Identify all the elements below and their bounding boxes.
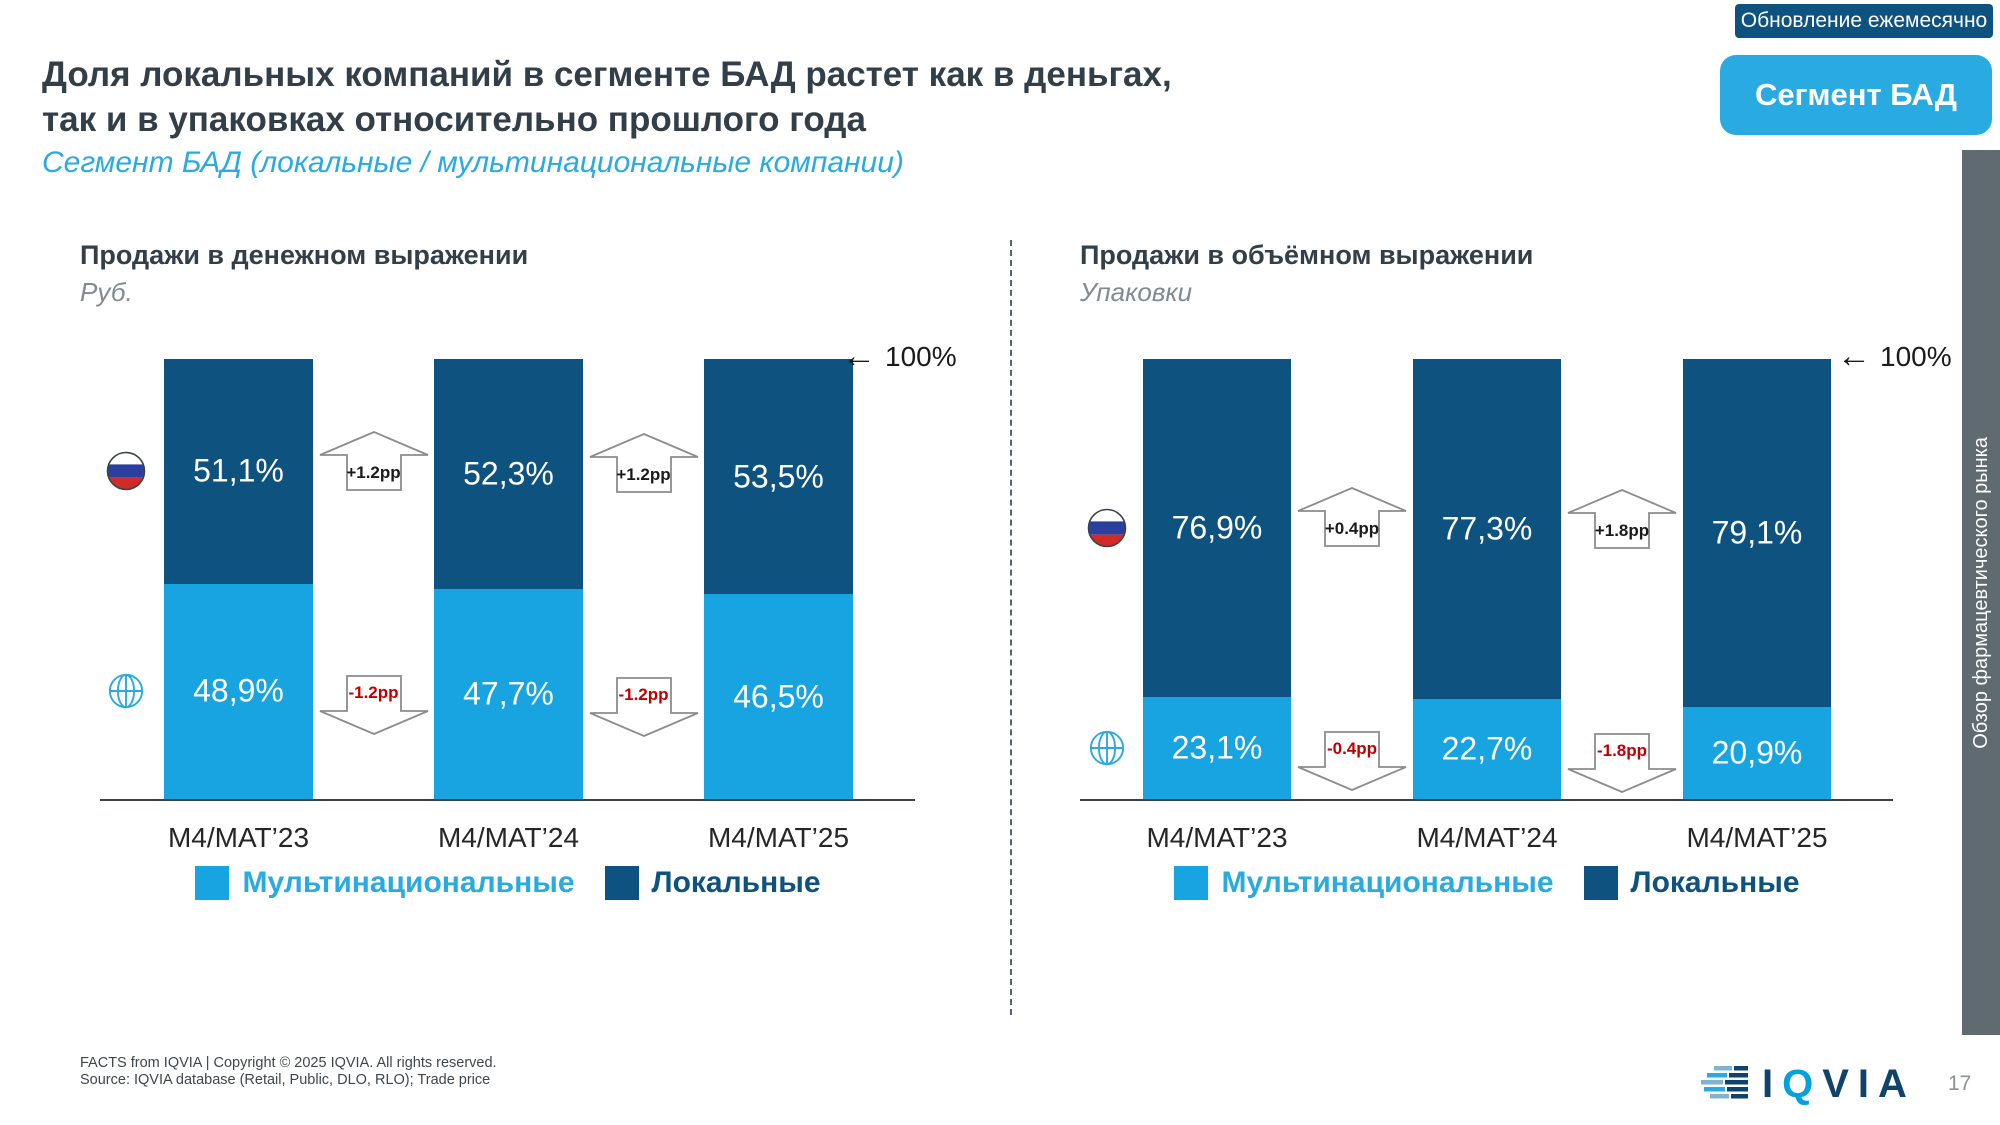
money-chart-header: Продажи в денежном выражении Руб.: [80, 240, 880, 308]
money-chart-unit: Руб.: [80, 277, 133, 307]
legend-label-multinational: Мультинациональные: [1221, 866, 1554, 899]
change-arrow-up: +1.2pp: [319, 430, 429, 491]
bar-segment-local: [1413, 359, 1561, 700]
change-value-multinational: -1.2pp: [348, 682, 399, 702]
bar-value-label-multinational: 23,1%: [1171, 729, 1263, 766]
volume-chart-legend: Мультинациональные Локальные: [1137, 866, 1837, 900]
legend-swatch-multinational-icon: [1174, 866, 1209, 900]
bar-value-label-local: 77,3%: [1441, 510, 1533, 547]
bar-segment-multinational: [1683, 707, 1831, 799]
hundred-percent-label: 100%: [1880, 341, 1952, 372]
bar-value-label-multinational: 48,9%: [193, 672, 284, 709]
charts-divider: [1010, 240, 1012, 1015]
segment-bad-button[interactable]: Сегмент БАД: [1720, 55, 1992, 135]
bar-segment-multinational: [164, 583, 313, 799]
legend-item-local: Локальные: [1583, 866, 1800, 900]
bar-segment-multinational: [1413, 699, 1561, 799]
x-axis-label: M4/MAT’23: [167, 822, 310, 853]
x-axis-line: [100, 799, 915, 801]
x-axis-label: M4/MAT’24: [437, 822, 580, 853]
page-title: Доля локальных компаний в сегменте БАД р…: [42, 52, 1172, 142]
legend-swatch-multinational-icon: [195, 866, 230, 900]
left-arrow-icon: ←: [842, 336, 876, 375]
x-axis-line: [1080, 799, 1893, 801]
iqvia-logo-text: IQVIA: [1762, 1062, 1916, 1106]
change-arrow-up: +1.2pp: [589, 433, 699, 494]
bar-segment-local: [704, 359, 853, 595]
change-arrow-up: +0.4pp: [1297, 486, 1407, 547]
bar-value-label-local: 79,1%: [1711, 514, 1803, 551]
russia-flag-icon: [1087, 508, 1127, 548]
page-title-line1: Доля локальных компаний в сегменте БАД р…: [42, 55, 1172, 94]
change-arrow-down: -1.2pp: [589, 677, 699, 738]
globe-icon: [1088, 729, 1126, 767]
change-arrow-down: -1.2pp: [319, 674, 429, 735]
side-tab-label: Обзор фармацевтического рынка: [1969, 436, 1992, 749]
change-value-local: +0.4pp: [1324, 518, 1380, 538]
page-subtitle: Сегмент БАД (локальные / мультинациональ…: [42, 146, 904, 179]
bar-value-label-local: 52,3%: [463, 455, 554, 492]
russia-flag-icon: [106, 451, 146, 491]
money-chart-title: Продажи в денежном выражении: [80, 240, 529, 270]
side-tab-market-overview[interactable]: Обзор фармацевтического рынка: [1962, 150, 2000, 1035]
legend-label-multinational: Мультинациональные: [242, 866, 575, 899]
bar-segment-local: [164, 359, 313, 584]
bar-value-label-local: 53,5%: [733, 458, 824, 495]
volume-chart-header: Продажи в объёмном выражении Упаковки: [1080, 240, 1880, 308]
update-frequency-badge: Обновление ежемесячно: [1735, 4, 1993, 38]
change-arrow-down: -1.8pp: [1567, 733, 1677, 794]
bar-value-label-multinational: 22,7%: [1441, 730, 1533, 767]
bar-value-label-local: 76,9%: [1171, 509, 1263, 546]
bar-segment-local: [1143, 359, 1291, 698]
hundred-percent-marker: ← 100%: [842, 336, 957, 375]
volume-chart-title: Продажи в объёмном выражении: [1080, 240, 1534, 270]
page-title-line2: так и в упаковках относительно прошлого …: [42, 100, 866, 139]
bar-value-label-local: 51,1%: [193, 452, 284, 489]
money-chart-legend: Мультинациональные Локальные: [158, 866, 858, 900]
change-value-multinational: -1.8pp: [1596, 741, 1648, 761]
volume-chart-unit: Упаковки: [1080, 277, 1193, 307]
x-axis-label: M4/MAT’24: [1416, 822, 1558, 853]
x-axis-label: M4/MAT’25: [1686, 822, 1828, 853]
hundred-percent-label: 100%: [885, 341, 957, 372]
bar-segment-local: [1683, 359, 1831, 708]
legend-item-multinational: Мультинациональные: [195, 866, 575, 900]
page-number: 17: [1948, 1072, 1972, 1095]
hundred-percent-marker: ← 100%: [1837, 336, 1952, 375]
legend-item-local: Локальные: [604, 866, 821, 900]
bar-segment-multinational: [434, 589, 583, 799]
bar-segment-multinational: [1143, 697, 1291, 799]
change-value-local: +1.2pp: [346, 462, 401, 482]
legend-swatch-local-icon: [604, 866, 639, 900]
legend-item-multinational: Мультинациональные: [1174, 866, 1554, 900]
bar-value-label-multinational: 46,5%: [733, 678, 824, 715]
iqvia-logo-mark: [1701, 1066, 1748, 1099]
left-arrow-icon: ←: [1837, 336, 1871, 375]
change-value-multinational: -1.2pp: [618, 685, 669, 705]
bar-value-label-multinational: 20,9%: [1711, 734, 1803, 771]
bar-segment-multinational: [704, 594, 853, 799]
bar-value-label-multinational: 47,7%: [463, 675, 554, 712]
change-arrow-down: -0.4pp: [1297, 730, 1407, 791]
iqvia-logo: IQVIA: [1700, 1064, 1916, 1104]
legend-label-local: Локальные: [651, 866, 821, 899]
change-arrow-up: +1.8pp: [1567, 489, 1677, 549]
footer-copyright: FACTS from IQVIA | Copyright © 2025 IQVI…: [80, 1055, 497, 1071]
footer-source: Source: IQVIA database (Retail, Public, …: [80, 1072, 491, 1088]
x-axis-label: M4/MAT’23: [1146, 822, 1288, 853]
bar-segment-local: [434, 359, 583, 590]
change-value-local: +1.2pp: [616, 465, 671, 485]
change-value-local: +1.8pp: [1594, 521, 1650, 541]
legend-swatch-local-icon: [1583, 866, 1618, 900]
change-value-multinational: -0.4pp: [1326, 738, 1378, 758]
x-axis-label: M4/MAT’25: [707, 822, 850, 853]
legend-label-local: Локальные: [1630, 866, 1800, 899]
footer: FACTS from IQVIA | Copyright © 2025 IQVI…: [80, 1055, 497, 1089]
globe-icon: [107, 672, 145, 710]
